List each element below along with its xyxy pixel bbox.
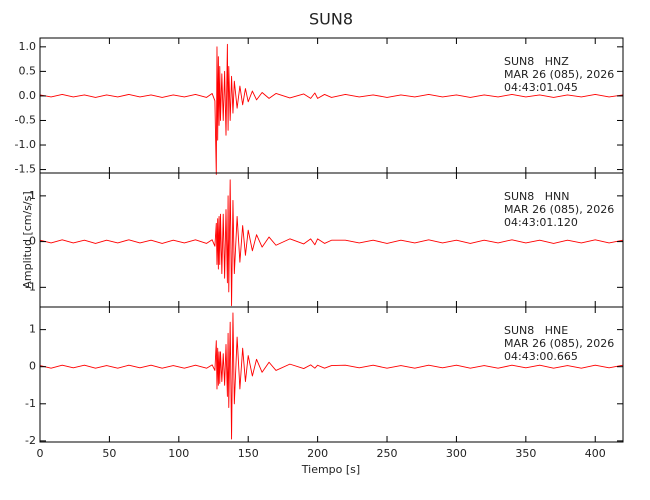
annotation: 04:43:01.120 [504,216,578,229]
annotation: MAR 26 (085), 2026 [504,203,614,216]
y-tick-label: -1 [25,397,36,410]
y-tick-label: -0.5 [15,113,36,126]
x-tick-label: 50 [102,447,116,460]
x-tick-label: 150 [238,447,259,460]
y-tick-label: 1 [29,323,36,336]
y-axis-label: Amplitud [cm/s/s] [21,191,34,288]
y-tick-label: 0.5 [19,64,37,77]
x-tick-label: 0 [37,447,44,460]
annotation: MAR 26 (085), 2026 [504,68,614,81]
y-tick-label: 1 [29,189,36,202]
panel-frame [39,306,624,443]
waveform [39,312,624,440]
x-tick-label: 400 [585,447,606,460]
x-tick-label: 250 [377,447,398,460]
annotation: SUN8 HNE [504,324,568,337]
y-tick-label: 1.0 [19,40,37,53]
waveform [39,179,624,307]
annotation: SUN8 HNZ [504,55,569,68]
annotation: MAR 26 (085), 2026 [504,337,614,350]
x-tick-label: 350 [515,447,536,460]
y-tick-label: 0 [29,360,36,373]
waveform [39,43,624,175]
x-tick-label: 200 [307,447,328,460]
x-tick-label: 100 [168,447,189,460]
annotation: SUN8 HNN [504,190,569,203]
y-tick-label: -2 [25,434,36,447]
x-tick-label: 300 [446,447,467,460]
y-tick-label: -1 [25,280,36,293]
y-tick-label: 0 [29,235,36,248]
y-tick-label: 0.0 [19,89,37,102]
x-axis-label: Tiempo [s] [301,463,360,476]
annotation: 04:43:01.045 [504,81,578,94]
annotation: 04:43:00.665 [504,350,578,363]
chart-title: SUN8 [309,10,353,29]
y-tick-label: -1.0 [15,138,36,151]
y-tick-label: -1.5 [15,163,36,176]
